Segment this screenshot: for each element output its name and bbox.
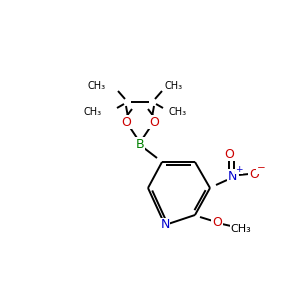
Text: B: B [136,137,144,151]
Text: −: − [256,163,266,173]
Text: N: N [227,169,237,182]
Text: CH₃: CH₃ [169,107,187,117]
Text: +: + [235,164,243,173]
Text: O: O [149,116,159,128]
Text: CH₃: CH₃ [84,107,102,117]
Text: O: O [212,217,222,230]
Text: CH₃: CH₃ [165,81,183,91]
Text: CH₃: CH₃ [88,81,106,91]
Text: CH₃: CH₃ [231,224,251,234]
Text: O: O [121,116,131,128]
Text: N: N [160,218,170,232]
Text: O: O [224,148,234,160]
Text: O: O [249,167,259,181]
